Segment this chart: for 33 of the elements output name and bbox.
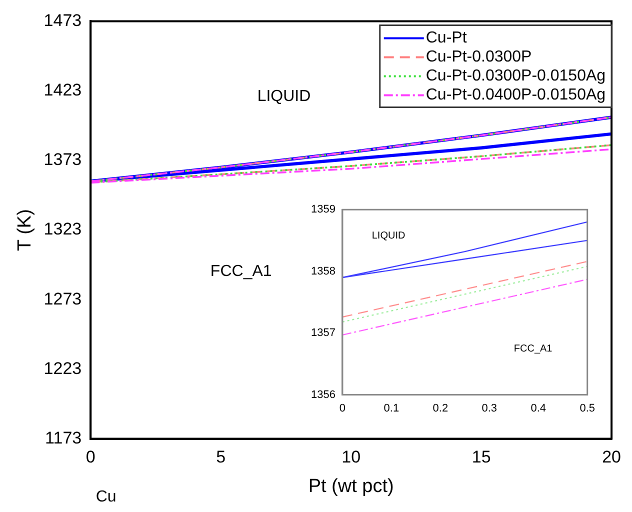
x-tick-label: 0.5	[580, 402, 596, 414]
text: Cu	[96, 488, 116, 506]
annotation: LIQUID	[372, 230, 406, 242]
x-tick-label: 0	[339, 402, 346, 414]
y-tick-label: 1473	[44, 10, 82, 30]
y-tick-label: 1359	[310, 204, 336, 216]
y-tick-label: 1173	[45, 428, 82, 448]
x-tick-label: 0	[86, 448, 96, 467]
annotation: FCC_A1	[210, 263, 272, 280]
x-tick-label: 5	[216, 448, 226, 467]
annotation: FCC_A1	[514, 343, 553, 354]
y-tick-label: 1273	[44, 289, 82, 308]
y-tick-label: 1423	[44, 80, 82, 100]
legend-label: Cu-Pt-0.0300P	[426, 48, 532, 66]
legend-label: Cu-Pt-0.0300P-0.0150Ag	[426, 68, 606, 85]
x-tick-label: 15	[472, 448, 491, 467]
x-tick-label: 0.3	[482, 402, 498, 414]
annotation: LIQUID	[257, 88, 311, 105]
legend-label: Cu-Pt-0.0400P-0.0150Ag	[426, 86, 606, 104]
x-tick-label: 10	[342, 448, 361, 467]
y-tick-label: 1357	[310, 327, 336, 340]
y-tick-label: 1323	[44, 220, 82, 239]
legend-label: Cu-Pt	[426, 30, 468, 47]
y-tick-label: 1358	[310, 265, 336, 278]
y-tick-label: 1223	[44, 358, 82, 378]
x-tick-label: 0.2	[432, 402, 448, 414]
x-axis-title: Pt (wt pct)	[308, 476, 394, 497]
y-tick-label: 1356	[310, 388, 336, 401]
y-axis-title: T (K)	[14, 209, 36, 251]
x-tick-label: 20	[602, 448, 622, 467]
y-tick-label: 1373	[44, 150, 82, 170]
x-tick-label: 0.4	[530, 402, 546, 414]
x-tick-label: 0.1	[384, 402, 400, 414]
